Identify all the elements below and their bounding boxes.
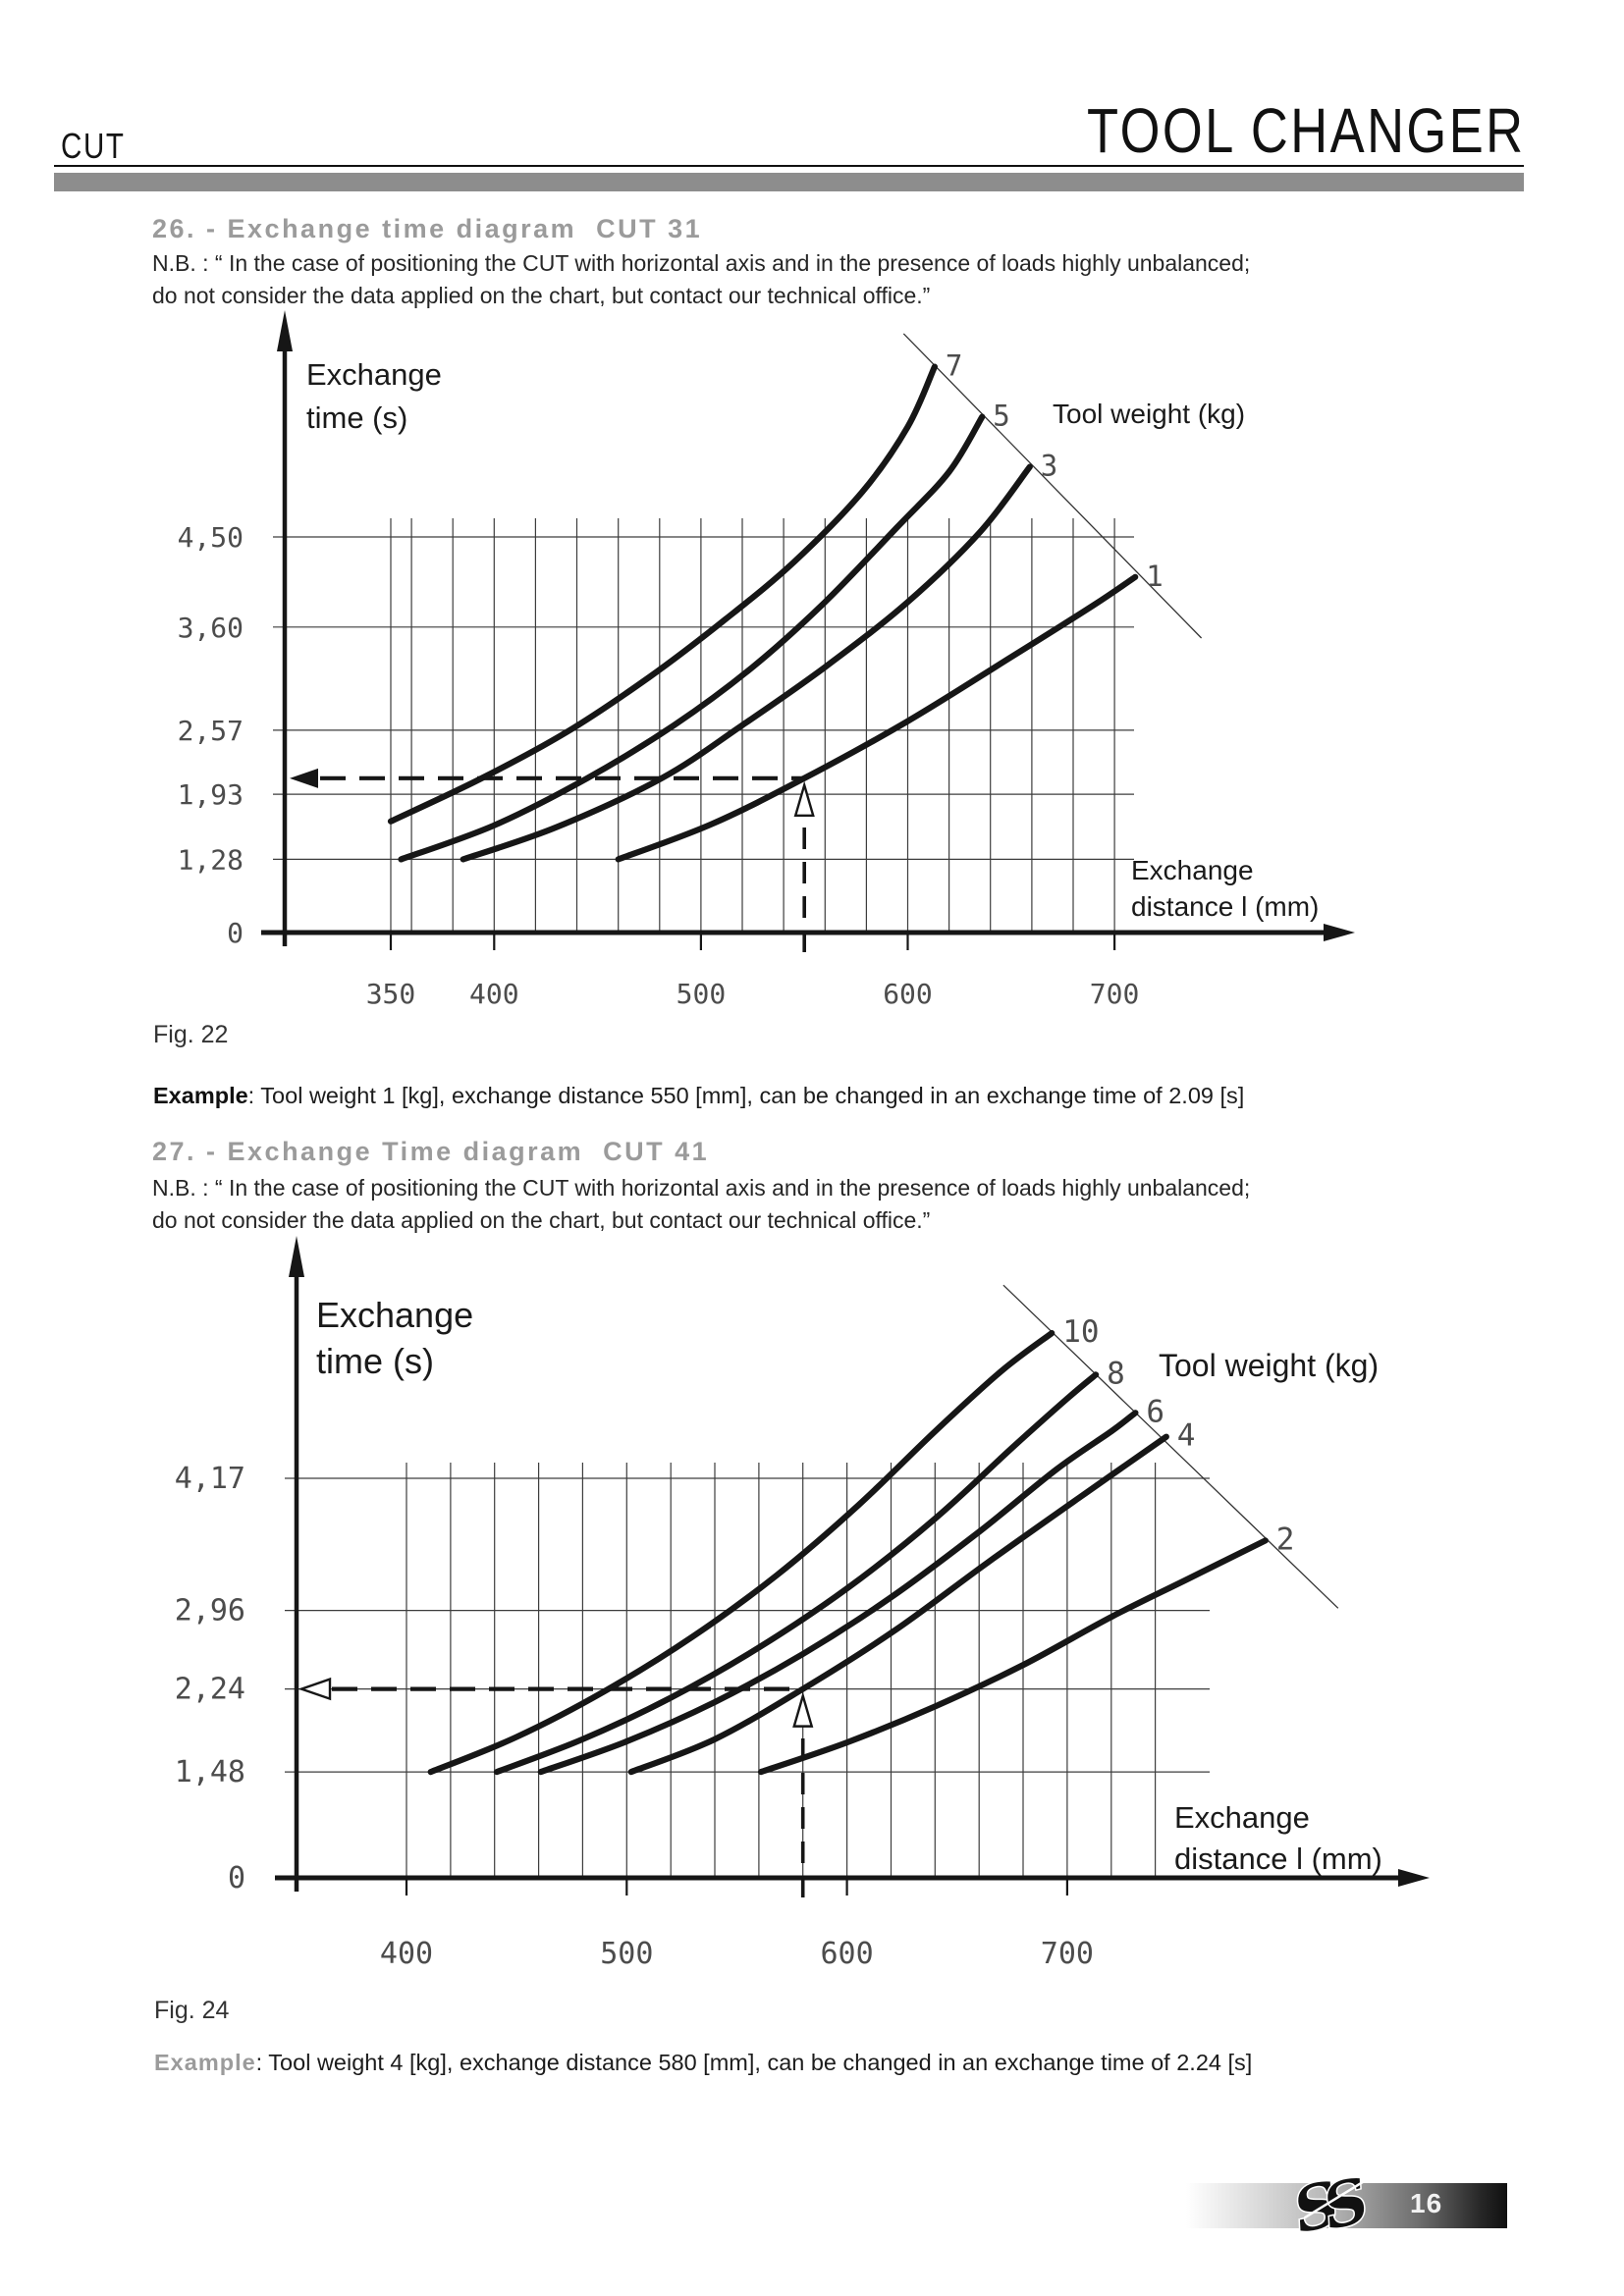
- note-line-1: N.B. : “ In the case of positioning the …: [152, 1175, 1251, 1201]
- tool-weight-legend-label: Tool weight (kg): [1053, 399, 1245, 429]
- figure-22-label: Fig. 22: [153, 1021, 229, 1048]
- header-rule-thin: [54, 165, 1524, 167]
- curve-weight-4: [627, 1433, 1169, 1776]
- brand-logo-text: CUT: [61, 126, 126, 166]
- curve-weight-5: [398, 413, 986, 863]
- x-tick-label-700: 700: [1041, 1937, 1094, 1971]
- curve-label-1: 1: [1146, 560, 1163, 593]
- example-up-arrow-icon: [792, 1691, 814, 1728]
- curve-label-8: 8: [1107, 1356, 1125, 1391]
- example-2-text: : Tool weight 4 [kg], exchange distance …: [255, 2050, 1253, 2075]
- x-axis-arrow-icon: [1324, 924, 1355, 941]
- example-left-arrow-icon: [298, 1677, 332, 1701]
- curve-label-2: 2: [1276, 1522, 1295, 1557]
- logo-highlight: [1303, 2178, 1367, 2219]
- curve-weight-2: [758, 1537, 1269, 1776]
- x-axis-title-line-2: distance l (mm): [1174, 1842, 1382, 1876]
- y-axis-title-line-1: Exchange: [316, 1295, 473, 1335]
- x-tick-label-500: 500: [677, 978, 727, 1010]
- curve-label-5: 5: [993, 400, 1009, 433]
- x-tick-label-400: 400: [469, 978, 519, 1010]
- curve-label-7: 7: [946, 349, 962, 383]
- x-axis-title-line-1: Exchange: [1174, 1800, 1310, 1835]
- figure-24-label: Fig. 24: [154, 1997, 230, 2024]
- section-26-heading: 26. - Exchange time diagram CUT 31: [152, 214, 703, 243]
- curve-weight-1: [615, 573, 1139, 863]
- x-tick-label-700: 700: [1090, 978, 1140, 1010]
- curve-weight-3: [460, 463, 1033, 863]
- y-tick-label-4,17: 4,17: [175, 1462, 245, 1496]
- y-tick-label-1,28: 1,28: [178, 843, 244, 876]
- page-title: TOOL CHANGER: [1087, 95, 1526, 166]
- x-axis-title-line-1: Exchange: [1131, 855, 1254, 885]
- section-27-heading: 27. - Exchange Time diagram CUT 41: [152, 1137, 710, 1166]
- example-up-arrow-icon: [793, 780, 815, 818]
- y-axis-title-line-2: time (s): [306, 400, 407, 435]
- y-axis-arrow-icon: [289, 1236, 304, 1277]
- y-tick-label-0: 0: [228, 1861, 245, 1896]
- y-tick-label-3,60: 3,60: [178, 612, 244, 644]
- y-tick-label-1,48: 1,48: [175, 1755, 245, 1789]
- curve-label-4: 4: [1177, 1418, 1196, 1454]
- note-line-1: N.B. : “ In the case of positioning the …: [152, 250, 1251, 276]
- x-tick-label-500: 500: [600, 1937, 653, 1971]
- curve-label-6: 6: [1146, 1394, 1164, 1429]
- curve-weight-6: [537, 1410, 1139, 1776]
- header-rule-gray: [54, 173, 1524, 191]
- y-tick-label-2,24: 2,24: [175, 1673, 245, 1707]
- y-axis-arrow-icon: [277, 310, 293, 351]
- example-2: Example: Tool weight 4 [kg], exchange di…: [154, 2050, 1252, 2076]
- y-tick-label-0: 0: [227, 917, 244, 949]
- example-1-label: Example: [153, 1083, 248, 1108]
- example-2-label: Example: [154, 2050, 256, 2075]
- section-27-note: N.B. : “ In the case of positioning the …: [152, 1172, 1250, 1237]
- y-tick-label-2,96: 2,96: [175, 1594, 245, 1629]
- page-number: 16: [1410, 2188, 1443, 2218]
- weight-diagonal-line: [1002, 1284, 1339, 1609]
- curve-label-3: 3: [1041, 450, 1057, 483]
- note-line-2: do not consider the data applied on the …: [152, 283, 931, 308]
- chart-cut31: 350 400 500 600 700 4,50 3,60 2,57 1,93 1,28 0 753 1…: [178, 310, 1355, 1010]
- x-axis-title-line-2: distance l (mm): [1131, 891, 1319, 922]
- curve-weight-10: [427, 1330, 1056, 1776]
- example-left-arrow-icon: [290, 768, 318, 788]
- curve-weight-8: [493, 1371, 1100, 1776]
- y-tick-label-2,57: 2,57: [178, 715, 244, 747]
- x-tick-label-600: 600: [883, 978, 933, 1010]
- example-1: Example: Tool weight 1 [kg], exchange di…: [153, 1083, 1244, 1109]
- x-tick-label-600: 600: [821, 1937, 874, 1971]
- curve-weight-7: [387, 363, 938, 825]
- y-tick-label-4,50: 4,50: [178, 521, 244, 554]
- curve-label-10: 10: [1062, 1314, 1099, 1350]
- y-axis-title-line-2: time (s): [316, 1341, 434, 1381]
- tool-weight-legend-label: Tool weight (kg): [1159, 1348, 1379, 1383]
- weight-diagonal-line: [902, 333, 1203, 639]
- x-tick-label-350: 350: [366, 978, 416, 1010]
- x-axis-arrow-icon: [1398, 1869, 1430, 1887]
- y-axis-title-line-1: Exchange: [306, 357, 442, 392]
- knot-logo-icon: S S: [1285, 2163, 1378, 2248]
- y-tick-label-1,93: 1,93: [178, 778, 244, 811]
- x-tick-label-400: 400: [380, 1937, 433, 1971]
- note-line-2: do not consider the data applied on the …: [152, 1207, 931, 1233]
- section-26-note: N.B. : “ In the case of positioning the …: [152, 247, 1250, 312]
- example-1-text: : Tool weight 1 [kg], exchange distance …: [247, 1083, 1245, 1108]
